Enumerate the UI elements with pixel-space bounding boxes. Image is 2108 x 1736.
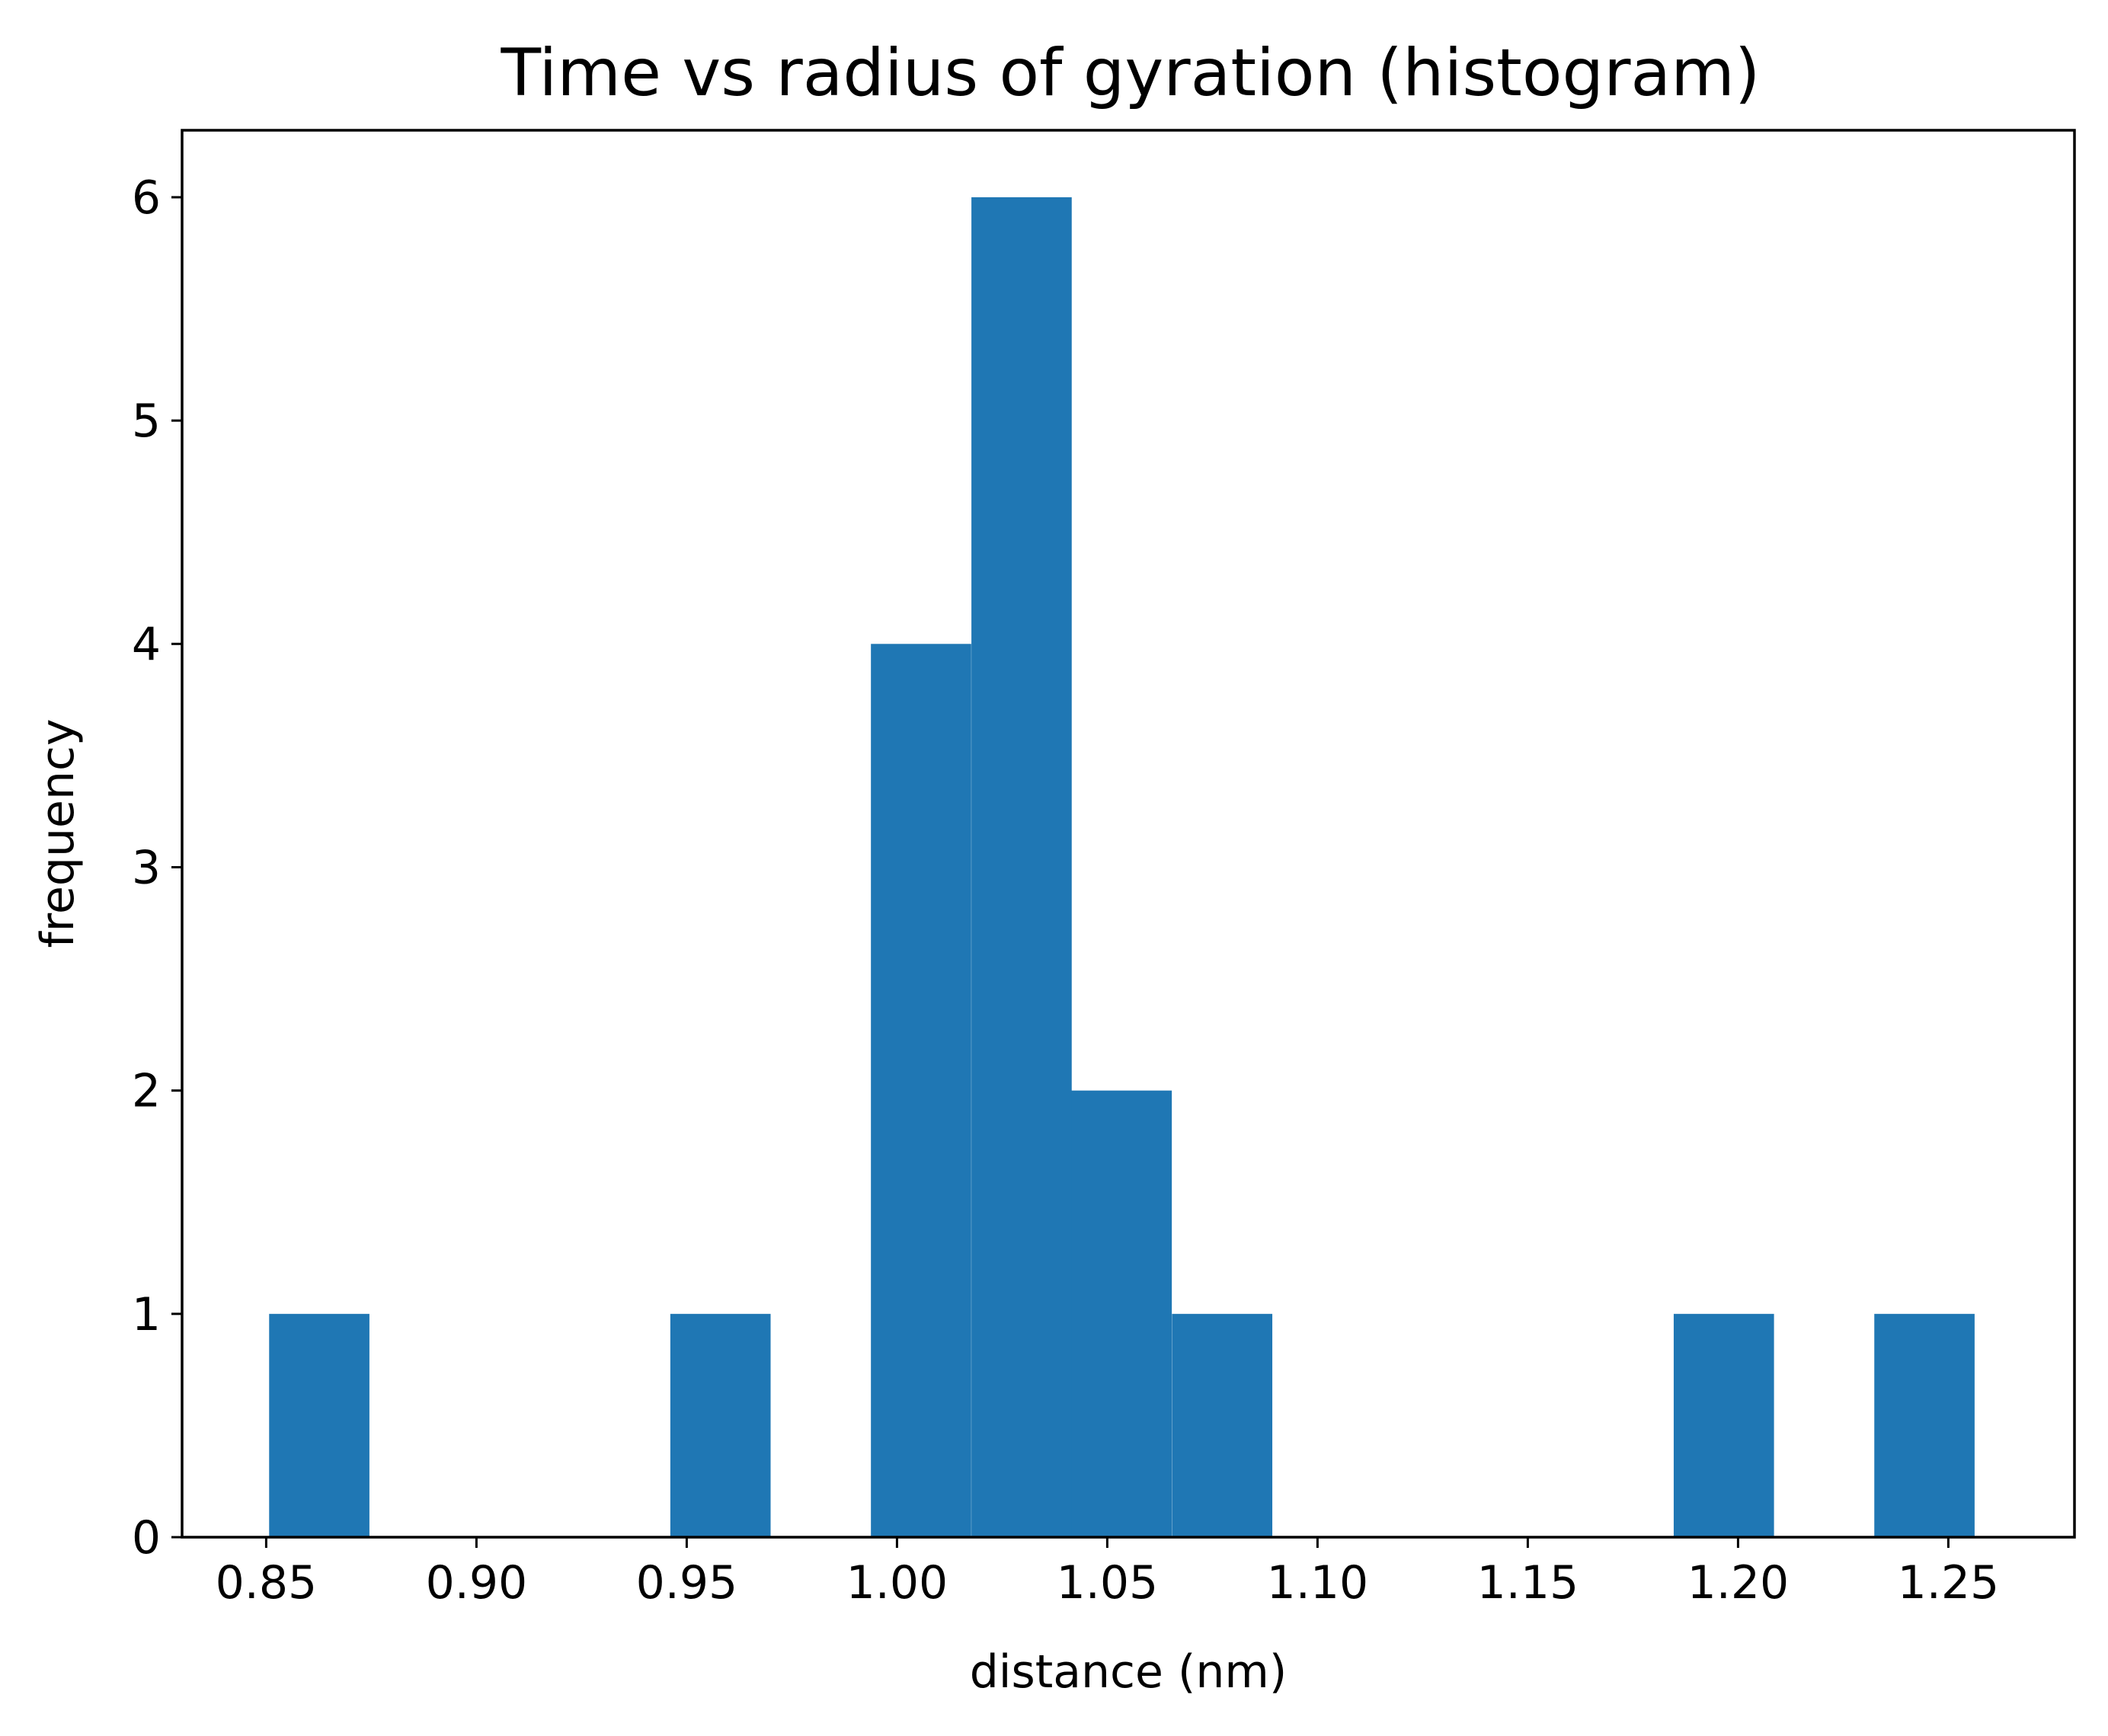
- plot-frame: [181, 129, 2076, 1539]
- x-tick-label-7: 1.20: [1687, 1556, 1790, 1610]
- x-tick-label-4: 1.05: [1057, 1556, 1159, 1610]
- x-tick-label-6: 1.15: [1477, 1556, 1579, 1610]
- histogram-bar-3: [971, 197, 1072, 1538]
- x-tick-label-1: 0.90: [426, 1556, 528, 1610]
- x-tick-label-2: 0.95: [636, 1556, 738, 1610]
- x-tick-label-3: 1.00: [846, 1556, 948, 1610]
- histogram-bar-4: [1071, 1090, 1172, 1537]
- histogram-bar-7: [1874, 1313, 1975, 1537]
- histogram-bar-6: [1673, 1313, 1774, 1537]
- x-tick-label-8: 1.25: [1898, 1556, 2000, 1610]
- y-tick-label-3: 3: [132, 841, 161, 894]
- x-tick-label-0: 0.85: [216, 1556, 318, 1610]
- y-tick-label-0: 0: [132, 1511, 161, 1565]
- histogram-bar-5: [1172, 1313, 1273, 1537]
- bars-layer: [269, 197, 1975, 1538]
- x-axis-label: distance (nm): [970, 1645, 1288, 1699]
- y-tick-label-5: 5: [132, 395, 161, 448]
- y-axis-ticks: 0 1 2 3 4 5 6: [132, 171, 182, 1565]
- y-tick-label-6: 6: [132, 171, 161, 225]
- x-tick-label-5: 1.10: [1267, 1556, 1369, 1610]
- y-axis-label: frequency: [31, 719, 85, 948]
- chart-title: Time vs radius of gyration (histogram): [501, 35, 1761, 111]
- histogram-bar-0: [269, 1313, 369, 1537]
- x-axis-ticks: 0.85 0.90 0.95 1.00 1.05 1.10 1.15 1.20 1.25: [216, 1537, 2000, 1610]
- histogram-bar-1: [670, 1313, 771, 1537]
- y-tick-label-1: 1: [132, 1288, 161, 1341]
- y-tick-label-2: 2: [132, 1065, 161, 1118]
- y-tick-label-4: 4: [132, 618, 161, 671]
- histogram-bar-2: [871, 644, 971, 1537]
